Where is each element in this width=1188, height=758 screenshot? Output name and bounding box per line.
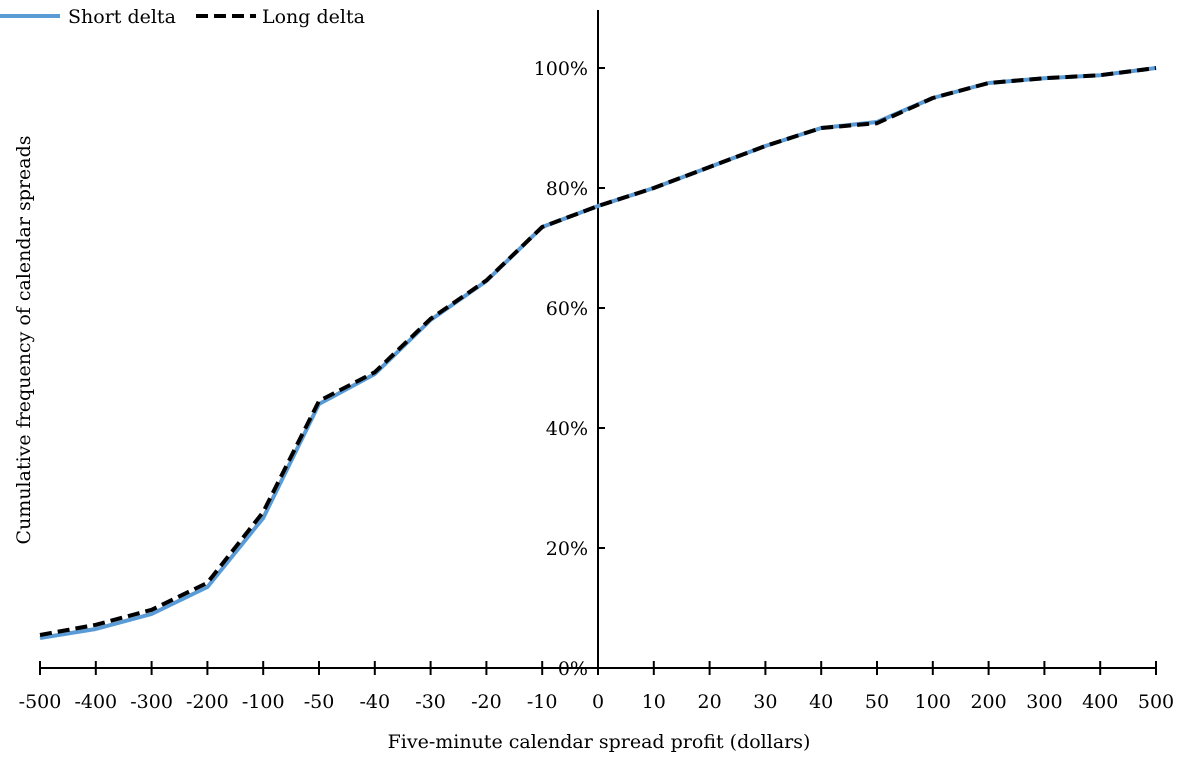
x-tick-label: 300	[1026, 691, 1062, 713]
x-axis-ticks: -500 -400 -300 -200 -100 -50 -40 -30 -20 -10 0 10 20…	[19, 661, 1174, 713]
x-tick-label: 40	[809, 691, 833, 713]
x-tick-label: -30	[415, 691, 446, 713]
series-line-long-delta	[39, 66, 1157, 637]
x-tick-label: 200	[970, 691, 1006, 713]
x-tick-label: 10	[642, 691, 666, 713]
x-axis-title: Five-minute calendar spread profit (doll…	[388, 731, 811, 753]
y-tick-label: 80%	[546, 178, 588, 200]
x-tick-label: -300	[130, 691, 173, 713]
x-tick-label: -500	[19, 691, 62, 713]
x-tick-label: -40	[359, 691, 390, 713]
x-tick-label: 50	[865, 691, 889, 713]
x-tick-label: -50	[304, 691, 335, 713]
x-tick-label: -100	[242, 691, 285, 713]
y-tick-label: 0%	[558, 658, 588, 680]
y-axis-ticks: 0% 20% 40% 60% 80% 100%	[534, 58, 605, 680]
x-tick-label: -10	[527, 691, 558, 713]
x-tick-label: 30	[753, 691, 777, 713]
x-tick-label: 500	[1138, 691, 1174, 713]
x-tick-label: -20	[471, 691, 502, 713]
y-tick-label: 100%	[534, 58, 588, 80]
y-tick-label: 20%	[546, 538, 588, 560]
x-tick-label: 400	[1082, 691, 1118, 713]
x-tick-label: 100	[915, 691, 951, 713]
x-tick-label: -200	[186, 691, 229, 713]
legend: Short delta Long delta	[0, 6, 365, 28]
series-layer	[39, 66, 1157, 640]
x-tick-label: -400	[74, 691, 117, 713]
x-tick-label: 0	[592, 691, 604, 713]
legend-label-short-delta: Short delta	[68, 6, 176, 28]
y-axis-title: Cumulative frequency of calendar spreads	[13, 136, 35, 545]
y-tick-label: 40%	[546, 418, 588, 440]
legend-label-long-delta: Long delta	[262, 6, 365, 28]
x-tick-label: 20	[698, 691, 722, 713]
y-tick-label: 60%	[546, 298, 588, 320]
